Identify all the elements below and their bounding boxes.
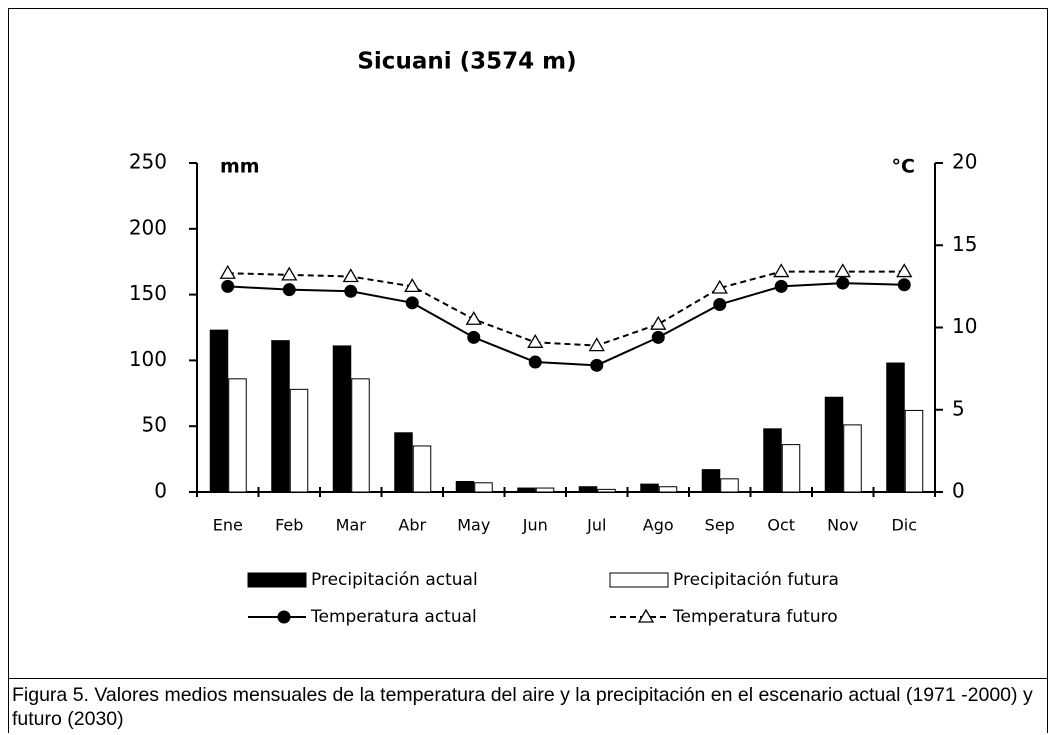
- figure-frame: [8, 8, 1048, 733]
- bar: [209, 329, 229, 493]
- line-marker: [527, 334, 544, 348]
- line-marker: [590, 358, 604, 372]
- line-marker: [711, 279, 728, 294]
- legend-label: Temperatura futuro: [672, 607, 838, 627]
- line-marker: [650, 315, 667, 330]
- x-tick-label: Ene: [213, 516, 243, 535]
- bar: [904, 409, 924, 493]
- y-tick-label: 0: [154, 479, 167, 503]
- x-tick-label: Nov: [827, 516, 858, 535]
- line-marker: [773, 263, 790, 278]
- y2-tick-label: 0: [952, 479, 965, 503]
- bar: [597, 488, 616, 493]
- bar: [474, 482, 493, 493]
- x-tick-label: Oct: [767, 516, 795, 535]
- y-tick-label: 150: [129, 281, 167, 305]
- y-tick-label: 200: [129, 215, 167, 239]
- chart: Sicuani (3574 m) mm °C 0 50 100 150 200 250 0 5…: [129, 49, 978, 628]
- line-marker: [404, 278, 421, 293]
- line-marker: [405, 296, 419, 310]
- bar: [228, 378, 247, 493]
- bar: [781, 444, 801, 493]
- legend-swatch: [247, 572, 307, 588]
- y2-tick-label: 15: [952, 232, 977, 256]
- bar: [517, 487, 536, 493]
- y-axis-label: mm: [220, 156, 260, 178]
- y2-axis-label: °C: [892, 156, 915, 178]
- legend-swatch: [609, 572, 669, 588]
- bar: [578, 486, 598, 493]
- x-tick-label: Feb: [275, 516, 303, 535]
- line-marker: [281, 266, 298, 281]
- y-tick-label: 250: [129, 150, 167, 174]
- legend-marker: [637, 608, 655, 623]
- bar: [412, 445, 432, 493]
- line-marker: [528, 355, 542, 369]
- line-marker: [651, 330, 665, 344]
- bar: [843, 424, 862, 493]
- legend-label: Precipitación futura: [673, 570, 839, 590]
- bar: [351, 378, 370, 493]
- bar: [720, 478, 739, 493]
- bar: [658, 486, 678, 493]
- bar: [332, 345, 352, 493]
- bar: [886, 362, 905, 493]
- line-marker: [221, 279, 235, 293]
- y2-tick-label: 20: [952, 150, 977, 174]
- line-marker: [713, 297, 727, 311]
- bar: [701, 469, 721, 493]
- legend-marker: [277, 610, 291, 624]
- line-marker: [342, 268, 359, 283]
- bar: [824, 396, 844, 493]
- line-marker: [219, 264, 236, 279]
- bar: [535, 487, 555, 493]
- line-marker: [896, 263, 913, 278]
- y2-tick-label: 10: [952, 314, 977, 338]
- line: [227, 282, 905, 367]
- line-marker: [774, 279, 788, 293]
- y-tick-label: 100: [129, 347, 167, 371]
- x-tick-label: Ago: [643, 516, 674, 535]
- x-tick-label: Abr: [398, 516, 426, 535]
- x-tick-label: Jul: [586, 516, 606, 535]
- line: [227, 270, 905, 347]
- line-marker: [834, 263, 851, 278]
- line-marker: [588, 337, 605, 352]
- line-marker: [465, 310, 482, 325]
- bar: [289, 388, 309, 493]
- bar: [271, 340, 290, 493]
- line-marker: [282, 283, 296, 297]
- caption: Figura 5. Valores medios mensuales de la…: [8, 678, 1048, 735]
- line-marker: [344, 284, 358, 298]
- x-tick-label: Dic: [891, 516, 917, 535]
- y2-tick-label: 5: [952, 396, 965, 420]
- line-marker: [467, 330, 481, 344]
- bar: [763, 428, 782, 493]
- x-tick-label: Mar: [336, 516, 367, 535]
- bar: [394, 432, 413, 493]
- chart-title: Sicuani (3574 m): [357, 49, 576, 75]
- bar: [640, 483, 659, 493]
- line-marker: [897, 278, 911, 292]
- line-marker: [836, 276, 850, 290]
- y-tick-label: 50: [142, 413, 167, 437]
- x-tick-label: Jun: [522, 516, 548, 535]
- x-tick-label: May: [457, 516, 490, 535]
- legend-label: Precipitación actual: [311, 570, 478, 590]
- legend-label: Temperatura actual: [310, 607, 477, 627]
- x-tick-label: Sep: [705, 516, 735, 535]
- bar: [455, 480, 475, 493]
